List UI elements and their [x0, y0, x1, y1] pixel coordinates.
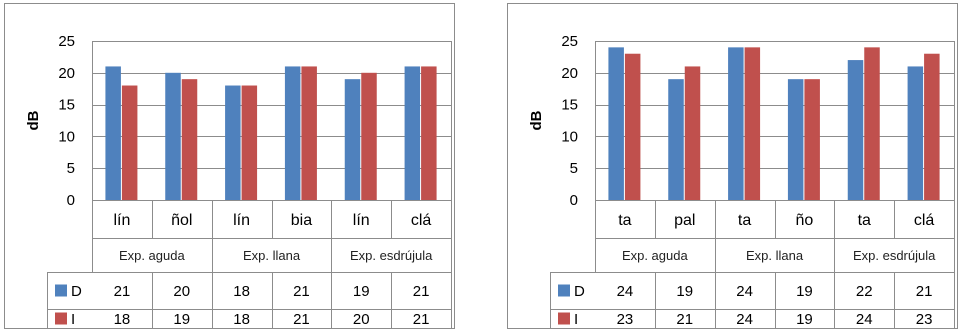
- group-label-left: Exp. llana: [243, 248, 301, 263]
- bar-D-3-right: [787, 79, 804, 200]
- bar-I-1-right: [684, 66, 701, 200]
- data-label-I-left: 21: [293, 311, 310, 328]
- legend-label-right: D: [574, 283, 585, 300]
- category-label-right: clá: [914, 212, 935, 229]
- y-axis-title-left: dB: [25, 110, 42, 130]
- y-tick-label-right: 15: [561, 97, 578, 114]
- bar-chart-left: 0 5 10 15 20 25 dB lín ñol lín bia lín clá Exp. aguda…: [25, 33, 452, 328]
- legend-label-left: D: [71, 283, 82, 300]
- category-label-right: ta: [618, 212, 631, 229]
- data-label-I-left: 21: [413, 311, 430, 328]
- bar-D-3-left: [284, 66, 301, 200]
- group-label-right: Exp. llana: [746, 248, 804, 263]
- data-label-I-right: 24: [856, 311, 873, 328]
- y-tick-label-right: 5: [570, 160, 578, 177]
- bar-I-0-right: [624, 53, 641, 200]
- y-tick-label-right: 20: [561, 65, 578, 82]
- bar-I-2-left: [241, 85, 258, 200]
- data-label-I-left: 19: [173, 311, 190, 328]
- data-label-D-left: 18: [233, 283, 250, 300]
- category-label-left: lín: [353, 212, 370, 229]
- data-label-I-right: 24: [736, 311, 753, 328]
- bar-D-4-left: [344, 79, 361, 200]
- category-label-right: pal: [674, 212, 695, 229]
- bar-I-3-right: [804, 79, 820, 200]
- legend-swatch-D-left: [55, 284, 67, 297]
- legend-label-right: I: [574, 311, 578, 328]
- data-label-D-left: 21: [293, 283, 310, 300]
- legend-swatch-I-right: [558, 312, 570, 325]
- group-label-left: Exp. aguda: [119, 248, 186, 263]
- data-label-I-right: 21: [676, 311, 693, 328]
- data-label-D-right: 24: [736, 283, 753, 300]
- category-label-right: ta: [738, 212, 751, 229]
- bar-D-4-right: [847, 60, 864, 200]
- data-label-D-left: 19: [353, 283, 370, 300]
- bar-D-0-right: [608, 47, 624, 200]
- legend-swatch-I-left: [55, 312, 67, 325]
- bar-I-4-left: [361, 72, 377, 200]
- category-label-right: ta: [858, 212, 871, 229]
- data-label-D-left: 21: [413, 283, 430, 300]
- category-label-left: lín: [113, 212, 130, 229]
- y-tick-label-left: 20: [58, 65, 75, 82]
- chart-panel-right: 0 5 10 15 20 25 dB ta pal ta ño ta clá Exp. aguda Exp.…: [507, 3, 958, 329]
- data-label-D-right: 21: [916, 283, 933, 300]
- category-label-left: clá: [411, 212, 432, 229]
- y-tick-label-left: 0: [67, 192, 75, 209]
- bar-D-5-left: [404, 66, 421, 200]
- category-label-left: lín: [233, 212, 250, 229]
- y-tick-label-left: 15: [58, 97, 75, 114]
- bar-I-5-left: [421, 66, 437, 200]
- legend-swatch-D-right: [558, 284, 570, 297]
- bar-I-3-left: [301, 66, 317, 200]
- chart-panel-left: 0 5 10 15 20 25 dB lín ñol lín bia lín clá Exp. aguda…: [4, 3, 455, 329]
- bar-I-4-right: [864, 47, 880, 200]
- group-label-left: Exp. esdrújula: [350, 248, 433, 263]
- bar-D-2-left: [225, 85, 241, 200]
- data-label-I-left: 20: [353, 311, 370, 328]
- group-label-right: Exp. esdrújula: [853, 248, 936, 263]
- data-label-D-right: 19: [796, 283, 813, 300]
- category-label-left: bia: [291, 212, 312, 229]
- bar-D-1-left: [165, 72, 181, 200]
- category-label-right: ño: [796, 212, 814, 229]
- data-label-I-right: 23: [617, 311, 634, 328]
- bar-D-5-right: [907, 66, 924, 200]
- data-label-D-right: 22: [856, 283, 873, 300]
- bar-D-2-right: [728, 47, 744, 200]
- data-label-I-left: 18: [233, 311, 250, 328]
- data-label-I-right: 23: [916, 311, 933, 328]
- y-tick-label-right: 10: [561, 128, 578, 145]
- data-label-D-right: 24: [617, 283, 634, 300]
- data-label-I-left: 18: [114, 311, 131, 328]
- y-tick-label-right: 25: [561, 33, 578, 50]
- bar-I-5-right: [924, 53, 940, 200]
- group-label-right: Exp. aguda: [622, 248, 689, 263]
- bar-D-1-right: [668, 79, 684, 200]
- y-tick-label-left: 10: [58, 128, 75, 145]
- data-label-I-right: 19: [796, 311, 813, 328]
- bar-D-0-left: [105, 66, 121, 200]
- category-label-left: ñol: [171, 212, 192, 229]
- y-tick-label-right: 0: [570, 192, 578, 209]
- bar-I-0-left: [121, 85, 138, 200]
- data-label-D-left: 20: [173, 283, 190, 300]
- y-tick-label-left: 5: [67, 160, 75, 177]
- legend-label-left: I: [71, 311, 75, 328]
- bar-I-1-left: [181, 79, 198, 200]
- bar-chart-right: 0 5 10 15 20 25 dB ta pal ta ño ta clá Exp. aguda Exp.…: [528, 33, 955, 328]
- data-label-D-left: 21: [114, 283, 131, 300]
- bar-I-2-right: [744, 47, 761, 200]
- data-label-D-right: 19: [676, 283, 693, 300]
- y-axis-title-right: dB: [528, 110, 545, 130]
- y-tick-label-left: 25: [58, 33, 75, 50]
